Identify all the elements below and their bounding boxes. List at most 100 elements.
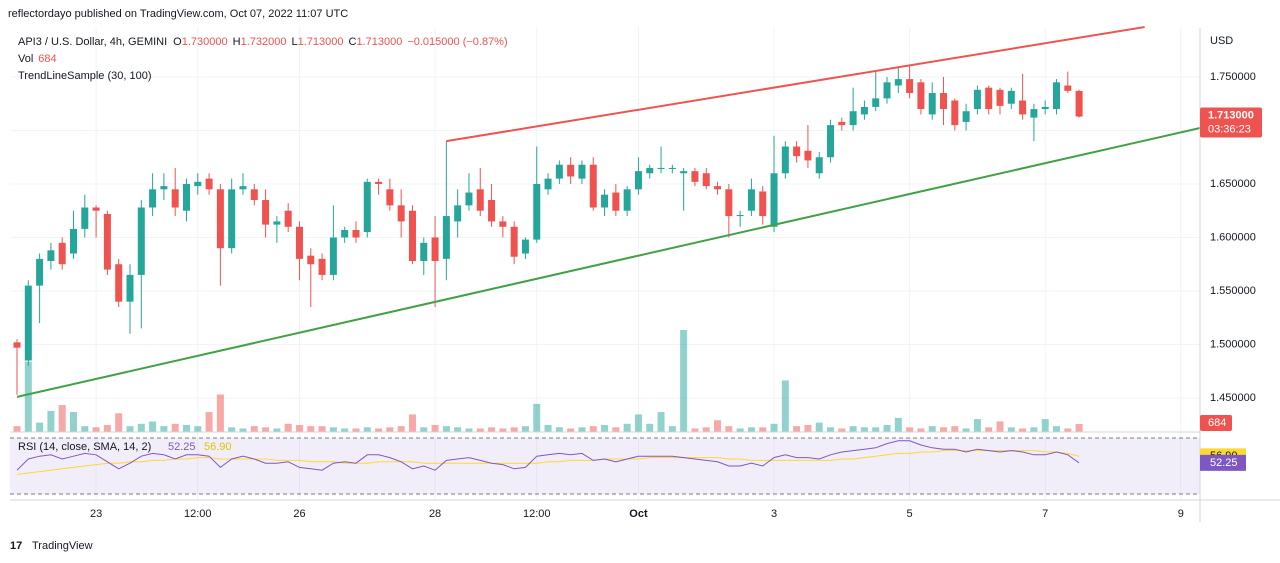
- ohlc-value: 1.713000: [356, 36, 402, 48]
- volume-bar: [149, 421, 157, 432]
- volume-name: Vol: [18, 53, 33, 65]
- x-tick-label: 12:00: [184, 508, 212, 520]
- volume-bar: [363, 427, 371, 432]
- volume-bar: [555, 427, 563, 432]
- candle-body: [137, 207, 145, 275]
- volume-bar: [386, 427, 394, 432]
- candle-body: [307, 255, 315, 265]
- volume-bar: [860, 427, 868, 432]
- y-tick-label: 1.650000: [1210, 178, 1256, 190]
- ohlc-value: 1.713000: [298, 36, 344, 48]
- volume-bar: [273, 428, 281, 432]
- volume-bar: [194, 426, 202, 432]
- volume-bar: [601, 424, 609, 432]
- candle-body: [804, 150, 812, 161]
- ohlc-name: C: [348, 36, 356, 48]
- candle-body: [262, 200, 270, 225]
- candle-body: [397, 205, 405, 222]
- candle-body: [149, 189, 157, 208]
- candle-body: [284, 210, 292, 227]
- candle-body: [928, 93, 936, 115]
- candle-body: [849, 111, 857, 126]
- rsi-legend-value: 52.25: [168, 441, 196, 453]
- volume-bar: [668, 426, 676, 432]
- volume-bar: [646, 423, 654, 432]
- candle-body: [906, 79, 914, 94]
- candle-body: [36, 258, 44, 286]
- volume-bar: [284, 423, 292, 432]
- candle-body: [228, 189, 236, 249]
- candle-body: [329, 237, 337, 275]
- volume-bar: [714, 420, 722, 432]
- volume-bar: [126, 426, 134, 432]
- candle-body: [759, 191, 767, 217]
- candle-body: [171, 189, 179, 208]
- candle-body: [488, 200, 496, 222]
- x-tick-label: 5: [907, 508, 913, 520]
- volume-bar: [827, 427, 835, 432]
- candle-body: [160, 186, 168, 190]
- plot: [10, 26, 1201, 495]
- volume-bar: [589, 426, 597, 432]
- candle-body: [194, 181, 202, 187]
- volume-bar: [1019, 428, 1027, 432]
- candle-body: [781, 146, 789, 174]
- candle-body: [239, 186, 247, 190]
- volume-bar: [770, 423, 778, 432]
- volume-bar: [567, 428, 575, 432]
- currency: USD: [1210, 35, 1233, 47]
- candle-body: [205, 178, 213, 190]
- volume-bar: [793, 426, 801, 432]
- x-tick-label: 23: [90, 508, 102, 520]
- volume-badge-label: 684: [1208, 417, 1226, 429]
- volume-bar: [476, 428, 484, 432]
- volume-bar: [996, 421, 1004, 432]
- candle-body: [567, 164, 575, 177]
- candle-body: [408, 210, 416, 262]
- volume-bar: [736, 428, 744, 432]
- candle-body: [736, 215, 744, 217]
- candle-body: [894, 79, 902, 86]
- volume-bar: [250, 426, 258, 432]
- candle-body: [1030, 109, 1038, 118]
- volume-bar: [408, 414, 416, 432]
- volume-bar: [205, 412, 213, 432]
- candle-body: [510, 226, 518, 257]
- ohlc-value: 1.732000: [241, 36, 287, 48]
- y-tick-label: 1.500000: [1210, 338, 1256, 350]
- candle-body: [1075, 90, 1083, 117]
- volume-bar: [420, 427, 428, 432]
- volume-bar: [725, 426, 733, 432]
- x-tick-label: 7: [1042, 508, 1048, 520]
- volume-bar: [137, 423, 145, 432]
- axes: 1.450000 1.500000 1.550000 1.600000 1.650000…: [90, 71, 1262, 520]
- candle-body: [623, 189, 631, 211]
- volume-bar: [680, 330, 688, 432]
- x-tick-label: 12:00: [523, 508, 551, 520]
- candle-body: [747, 189, 755, 211]
- volume-bar: [928, 426, 936, 432]
- x-tick-label: 28: [429, 508, 441, 520]
- rsi-badge-label: 52.25: [1210, 457, 1238, 469]
- candle-body: [702, 173, 710, 187]
- candle-body: [92, 207, 100, 211]
- candle-body: [838, 121, 846, 126]
- candle-body: [872, 98, 880, 107]
- candle-body: [533, 183, 541, 240]
- volume-bar: [657, 412, 665, 432]
- trendline: [16, 127, 1201, 398]
- y-tick-label: 1.600000: [1210, 231, 1256, 243]
- countdown: 03:36:23: [1208, 123, 1251, 135]
- volume-bar: [341, 428, 349, 432]
- candle-body: [770, 173, 778, 227]
- volume-bar: [442, 426, 450, 432]
- candle-body: [81, 207, 89, 229]
- candle-body: [69, 228, 77, 254]
- volume-bar: [759, 427, 767, 432]
- volume-badge: [1200, 415, 1232, 431]
- candle-body: [24, 285, 32, 361]
- rsi-title: RSI (14, close, SMA, 14, 2): [18, 441, 151, 453]
- volume-bar: [815, 422, 823, 432]
- volume-bar: [58, 405, 66, 432]
- volume-bar: [454, 427, 462, 432]
